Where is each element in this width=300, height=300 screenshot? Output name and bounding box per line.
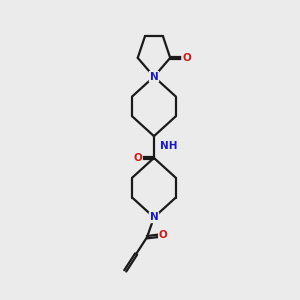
Text: N: N: [150, 212, 158, 222]
Text: O: O: [159, 230, 168, 240]
Text: O: O: [182, 53, 191, 63]
Text: N: N: [150, 72, 158, 82]
Text: NH: NH: [160, 141, 177, 151]
Text: O: O: [133, 153, 142, 163]
